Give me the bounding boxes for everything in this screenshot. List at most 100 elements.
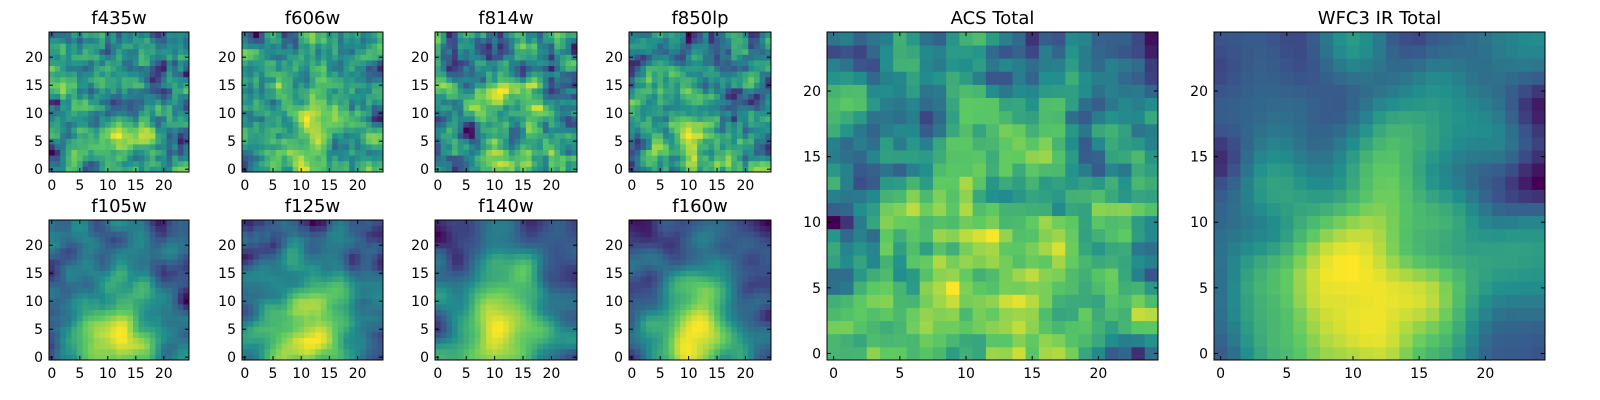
heatmap-cell [525, 76, 532, 83]
heatmap-cell [60, 43, 67, 50]
heatmap-cell [640, 99, 647, 106]
heatmap-cell [110, 298, 117, 305]
heatmap-cell [486, 231, 493, 238]
heatmap-cell [320, 71, 327, 78]
heatmap-cell [287, 343, 294, 350]
heatmap-cell [326, 343, 333, 350]
x-tick-label: 10 [292, 366, 310, 382]
heatmap-cell [657, 320, 664, 327]
heatmap-cell [343, 242, 350, 249]
heatmap-cell [480, 82, 487, 89]
heatmap-cell [674, 276, 681, 282]
heatmap-cell [537, 242, 544, 249]
heatmap-cell [105, 88, 111, 94]
heatmap-cell [463, 287, 470, 294]
heatmap-cell [491, 231, 498, 238]
heatmap-cell [287, 298, 294, 305]
heatmap-cell [275, 292, 282, 299]
heatmap-cell [304, 121, 311, 128]
heatmap-cell [571, 253, 578, 260]
heatmap-cell [435, 132, 442, 139]
heatmap-cell [435, 320, 442, 327]
heatmap-cell [634, 43, 641, 50]
heatmap-cell [548, 304, 555, 310]
heatmap-cell [292, 132, 299, 139]
heatmap-cell [54, 149, 61, 156]
heatmap-cell [88, 304, 95, 310]
heatmap-cell [332, 60, 339, 66]
heatmap-cell [183, 320, 190, 327]
heatmap-cell [486, 292, 493, 299]
heatmap-cell [270, 54, 277, 61]
heatmap-cell [497, 71, 504, 78]
heatmap-cell [149, 82, 156, 89]
heatmap-cell [287, 65, 294, 72]
heatmap-cell [88, 276, 95, 282]
heatmap-cell [629, 116, 636, 122]
heatmap-cell [446, 332, 453, 338]
heatmap-cell [60, 65, 67, 72]
heatmap-cell [719, 88, 726, 94]
heatmap-cell [714, 138, 721, 145]
heatmap-cell [474, 155, 481, 162]
heatmap-cell [680, 60, 687, 66]
heatmap-cell [298, 65, 305, 72]
heatmap-cell [446, 93, 453, 100]
heatmap-cell [110, 43, 117, 50]
heatmap-cell [463, 348, 470, 355]
heatmap-cell [537, 93, 544, 100]
heatmap-cell [320, 337, 327, 344]
heatmap-cell [155, 248, 162, 254]
heatmap-cell [491, 160, 498, 167]
heatmap-cell [354, 88, 361, 94]
heatmap-cell [343, 270, 350, 277]
heatmap-cell [657, 60, 664, 66]
heatmap-cell [497, 298, 504, 305]
heatmap-cell [486, 264, 493, 271]
heatmap-cell [646, 332, 653, 338]
heatmap-cell [304, 149, 311, 156]
heatmap-cell [691, 132, 698, 139]
heatmap-cell [354, 259, 361, 266]
heatmap-cell [99, 292, 106, 299]
heatmap-cell [457, 60, 464, 66]
heatmap-cell [332, 248, 339, 254]
y-tick-label: 20 [25, 50, 43, 66]
heatmap-cell [270, 116, 277, 122]
heatmap-cell [640, 121, 647, 128]
heatmap-cell [525, 348, 532, 355]
heatmap-cell [640, 337, 647, 344]
heatmap-cell [77, 132, 83, 139]
heatmap-cell [93, 37, 100, 44]
heatmap-cell [668, 326, 675, 333]
heatmap-cell [657, 332, 664, 338]
heatmap-cell [668, 304, 675, 310]
heatmap-cell [759, 116, 766, 122]
heatmap-cell [486, 43, 493, 50]
heatmap-cell [77, 315, 83, 322]
heatmap-cell [731, 32, 738, 38]
heatmap-cell [292, 242, 299, 249]
heatmap-cell [166, 315, 173, 322]
heatmap-cell [77, 116, 83, 122]
heatmap-cell [138, 54, 145, 61]
heatmap-cell [731, 88, 738, 94]
heatmap-cell [275, 132, 282, 139]
heatmap-cell [565, 155, 572, 162]
heatmap-cell [172, 104, 179, 111]
heatmap-cell [759, 298, 766, 305]
heatmap-cell [634, 354, 641, 361]
heatmap-cell [88, 93, 95, 100]
heatmap-cell [651, 276, 658, 282]
heatmap-cell [326, 127, 333, 134]
heatmap-cell [99, 88, 106, 94]
heatmap-cell [674, 138, 681, 145]
heatmap-cell [736, 93, 743, 100]
heatmap-cell [149, 99, 156, 106]
heatmap-cell [446, 110, 453, 117]
heatmap-cell [520, 149, 527, 156]
heatmap-cell [554, 231, 561, 238]
heatmap-cell [127, 354, 134, 361]
heatmap-cell [714, 110, 721, 117]
heatmap-cell [337, 354, 344, 361]
